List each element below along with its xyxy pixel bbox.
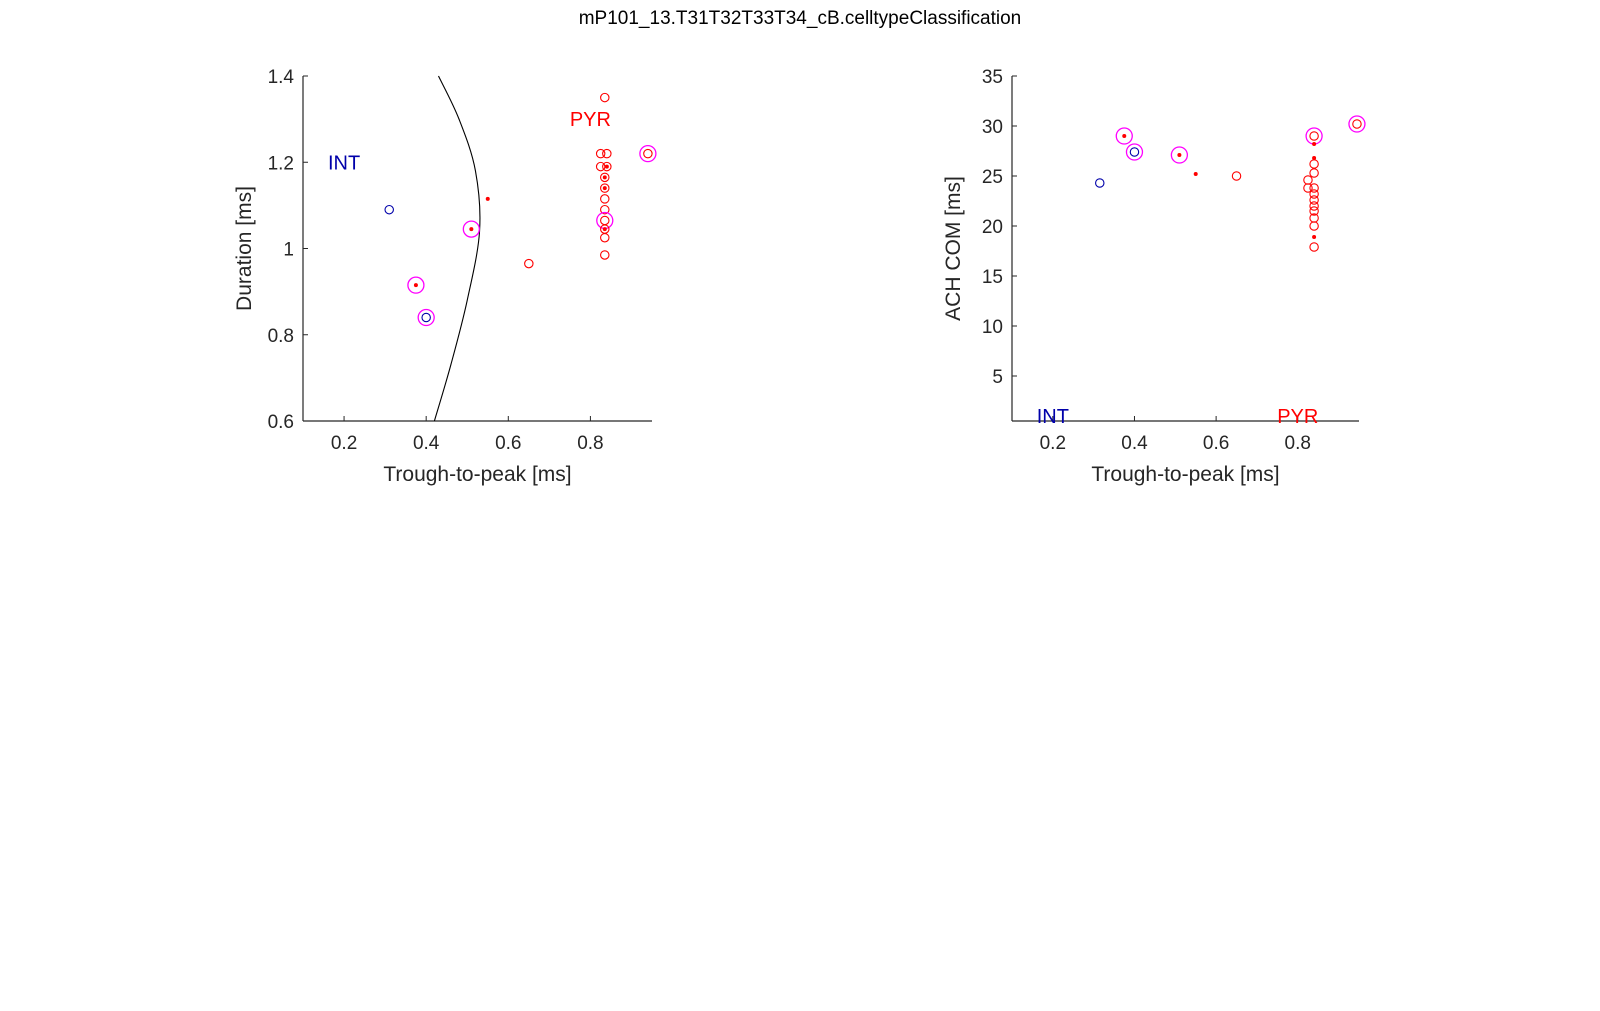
ach-com-y-tick-label: 15 xyxy=(982,267,1003,288)
ach-com-pyr-circle-point xyxy=(1303,183,1313,193)
ach-com-pyr-circle-point xyxy=(1309,201,1319,211)
duration-pyr-dot-point xyxy=(485,196,490,201)
ach-com-pyr-circle-point xyxy=(1303,175,1313,185)
duration-x-axis-label: Trough-to-peak [ms] xyxy=(383,463,571,486)
duration-pyr-circle-point xyxy=(524,258,534,269)
ach-com-y-tick-label: 5 xyxy=(992,367,1003,388)
ach-com-highlight-marker xyxy=(1125,143,1144,161)
ach-com-highlight-marker xyxy=(1305,127,1323,145)
ach-com-pyr-circle-point xyxy=(1309,221,1319,231)
duration-classification-boundary xyxy=(433,75,481,422)
duration-pyr-dot-point xyxy=(602,227,607,232)
ach-com-pyr-annotation: PYR xyxy=(1277,406,1318,428)
ach-com-pyr-circle-point xyxy=(1309,189,1319,199)
duration-pyr-circle-point xyxy=(600,183,610,193)
ach-com-x-tick-label: 0.4 xyxy=(1121,433,1148,454)
ach-com-pyr-dot-point xyxy=(1193,172,1198,176)
ach-com-y-tick-label: 10 xyxy=(982,317,1003,338)
ach-com-pyr-dot-point xyxy=(1177,153,1182,157)
duration-int-circle-point xyxy=(421,312,431,323)
ach-com-pyr-dot-point xyxy=(1312,142,1317,146)
ach-com-highlight-marker xyxy=(1348,115,1366,133)
duration-scatter-plot: 0.2 0.4 0.6 0.8 0.6 0.8 1 1.2 1.4 Trough-to-peak … xyxy=(233,67,657,486)
duration-pyr-circle-point xyxy=(602,148,612,159)
ach-com-highlight-marker xyxy=(1115,127,1133,145)
ach-com-int-annotation: INT xyxy=(1037,406,1069,428)
duration-pyr-circle-point xyxy=(600,172,610,183)
duration-pyr-circle-point xyxy=(595,148,606,159)
ach-com-x-tick-label: 0.2 xyxy=(1040,433,1066,454)
duration-pyr-circle-point xyxy=(600,194,610,204)
ach-com-y-tick-label: 25 xyxy=(982,167,1003,188)
ach-com-pyr-circle-point xyxy=(1309,206,1319,216)
ach-com-x-axis-label: Trough-to-peak [ms] xyxy=(1091,463,1279,486)
ach-com-pyr-circle-point xyxy=(1309,183,1319,193)
ach-com-pyr-circle-point xyxy=(1309,168,1319,178)
duration-pyr-circle-point xyxy=(600,232,610,243)
ach-com-int-circle-point xyxy=(1129,147,1140,157)
duration-y-tick-label: 1.2 xyxy=(268,153,294,174)
ach-com-pyr-dot-point xyxy=(1312,156,1317,160)
ach-com-pyr-circle-point xyxy=(1309,242,1319,252)
duration-x-tick-label: 0.8 xyxy=(577,433,603,454)
duration-int-annotation: INT xyxy=(328,152,360,174)
ach-com-y-tick-label: 30 xyxy=(982,117,1003,138)
duration-pyr-dot-point xyxy=(469,227,474,232)
duration-highlight-marker xyxy=(407,276,425,294)
duration-x-tick-label: 0.2 xyxy=(331,433,357,454)
ach-com-pyr-dot-point xyxy=(1122,134,1127,138)
duration-y-axis-label: Duration [ms] xyxy=(233,186,256,311)
duration-highlight-marker xyxy=(462,220,480,238)
ach-com-scatter-plot: 0.2 0.4 0.6 0.8 5 10 15 20 25 30 35 Trough-to-peak … xyxy=(942,67,1366,486)
duration-pyr-circle-point xyxy=(602,161,612,172)
figure-title: mP101_13.T31T32T33T34_cB.celltypeClassif… xyxy=(578,8,1022,29)
duration-pyr-circle-point xyxy=(600,204,610,215)
duration-x-tick-label: 0.6 xyxy=(495,433,521,454)
ach-com-highlight-marker xyxy=(1170,146,1189,164)
ach-com-pyr-dot-point xyxy=(1312,235,1317,239)
duration-x-tick-label: 0.4 xyxy=(413,433,440,454)
ach-com-pyr-circle-point xyxy=(1309,195,1319,205)
duration-pyr-annotation: PYR xyxy=(570,109,611,131)
duration-pyr-circle-point xyxy=(600,250,610,260)
duration-pyr-dot-point xyxy=(604,164,609,169)
ach-com-y-axis-label: ACH COM [ms] xyxy=(942,176,965,321)
ach-com-x-tick-label: 0.6 xyxy=(1203,433,1229,454)
ach-com-y-tick-label: 35 xyxy=(982,67,1003,88)
ach-com-int-circle-point xyxy=(1095,178,1105,188)
duration-y-tick-label: 0.8 xyxy=(268,326,294,347)
duration-y-tick-label: 1.4 xyxy=(268,67,295,88)
duration-highlight-marker xyxy=(639,144,657,163)
duration-y-tick-label: 0.6 xyxy=(268,412,294,433)
duration-pyr-dot-point xyxy=(602,186,607,191)
duration-pyr-dot-point xyxy=(602,175,607,180)
ach-com-x-tick-label: 0.8 xyxy=(1285,433,1311,454)
duration-pyr-circle-point xyxy=(600,215,610,226)
duration-pyr-dot-point xyxy=(413,283,418,288)
ach-com-y-tick-label: 20 xyxy=(982,217,1003,238)
duration-pyr-circle-point xyxy=(600,92,610,103)
duration-int-circle-point xyxy=(384,204,394,215)
ach-com-pyr-circle-point xyxy=(1231,171,1242,181)
duration-y-tick-label: 1 xyxy=(283,240,294,261)
duration-pyr-circle-point xyxy=(643,148,653,159)
duration-highlight-marker xyxy=(417,308,435,327)
ach-com-pyr-circle-point xyxy=(1309,159,1319,169)
ach-com-pyr-circle-point xyxy=(1309,131,1319,141)
duration-highlight-marker xyxy=(596,211,614,230)
ach-com-pyr-circle-point xyxy=(1352,119,1362,129)
